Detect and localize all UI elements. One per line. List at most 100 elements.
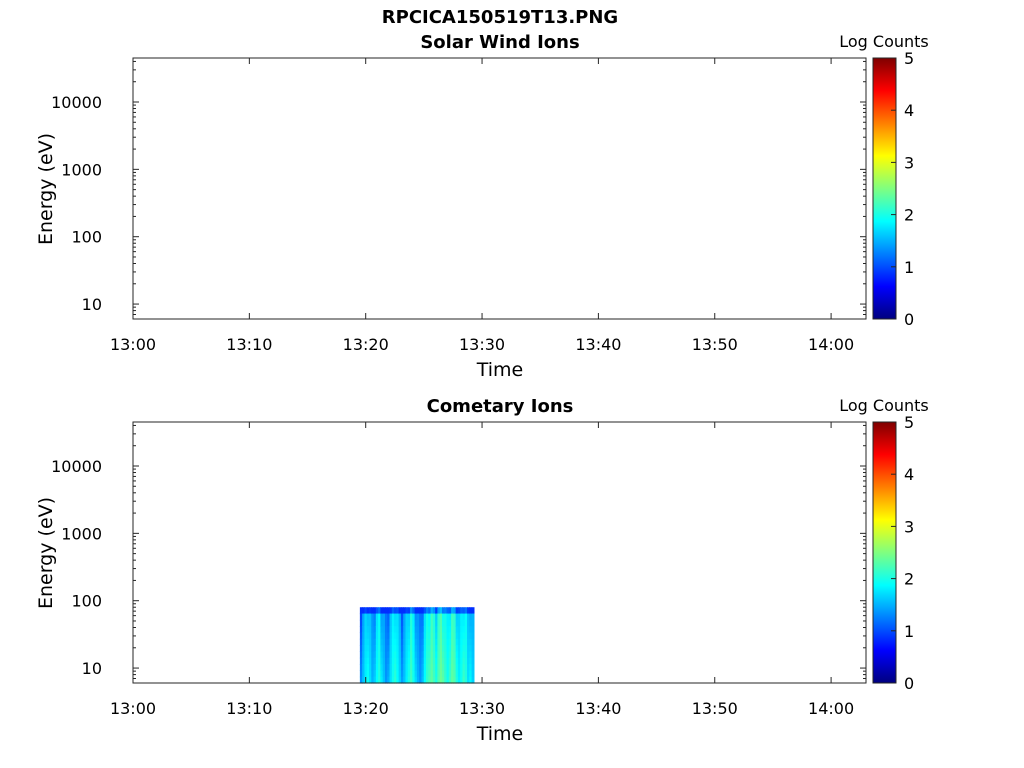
spectrogram-cell (453, 638, 457, 646)
spectrogram-cell (471, 632, 475, 640)
spectrogram-cell (398, 670, 402, 678)
spectrogram-cell (362, 632, 366, 640)
spectrogram-cell (414, 607, 418, 615)
spectrogram-cell (446, 607, 450, 615)
spectrogram-cell (375, 613, 379, 621)
spectrogram-cell (389, 651, 393, 659)
spectrogram-cell (380, 619, 384, 627)
spectrogram-cell (471, 676, 475, 684)
spectrogram-cell (394, 632, 397, 640)
y-tick-label: 100 (71, 592, 102, 611)
spectrogram-cell (448, 651, 452, 659)
spectrogram-cell (373, 657, 377, 665)
spectrogram-cell (460, 607, 464, 615)
colorbar-tick-label: 0 (904, 310, 914, 329)
spectrogram-cell (389, 619, 393, 627)
spectrogram-cell (407, 613, 411, 621)
spectrogram-cell (423, 670, 427, 678)
spectrogram-cell (387, 651, 391, 659)
spectrogram-cell (460, 657, 464, 665)
spectrogram-cell (398, 645, 402, 653)
spectrogram-cell (421, 619, 425, 627)
spectrogram-cell (405, 607, 409, 615)
spectrogram-cell (382, 619, 386, 627)
spectrogram-cell (464, 676, 468, 684)
spectrogram-cell (457, 676, 461, 684)
spectrogram-cell (430, 645, 434, 653)
spectrogram-cell (410, 657, 413, 665)
spectrogram-cell (414, 645, 418, 653)
spectrogram-cell (416, 638, 420, 646)
spectrogram-cell (391, 626, 395, 634)
spectrogram-cell (359, 613, 363, 621)
spectrogram-cell (373, 607, 377, 615)
spectrogram-cell (448, 676, 452, 684)
spectrogram-cell (419, 619, 423, 627)
spectrogram-cell (416, 670, 420, 678)
spectrogram-cell (467, 626, 470, 634)
spectrogram-cell (396, 626, 400, 634)
spectrogram-cell (412, 670, 416, 678)
spectrogram-cell (412, 664, 416, 671)
colorbar (872, 57, 897, 320)
spectrogram-cell (423, 657, 427, 665)
spectrogram-cell (460, 626, 464, 634)
spectrogram-cell (464, 626, 468, 634)
spectrogram-cell (400, 638, 404, 646)
spectrogram-cell (437, 657, 441, 665)
spectrogram-cell (460, 632, 464, 640)
spectrogram-cell (439, 645, 443, 653)
spectrogram-cell (439, 657, 443, 665)
spectrogram-cell (446, 626, 450, 634)
spectrogram-cell (455, 651, 459, 659)
spectrogram-cell (416, 626, 420, 634)
x-tick-label: 13:20 (343, 335, 389, 354)
spectrogram-cell (412, 651, 416, 659)
spectrogram-cell (373, 626, 377, 634)
spectrogram-cell (416, 676, 420, 684)
spectrogram-cell (403, 638, 407, 646)
spectrogram-cell (378, 664, 381, 671)
spectrogram-cell (428, 670, 432, 678)
spectrogram-cell (455, 632, 459, 640)
spectrogram-cell (378, 619, 381, 627)
spectrogram-cell (467, 651, 470, 659)
spectrogram-cell (412, 645, 416, 653)
spectrogram-cell (451, 664, 454, 671)
spectrogram-cell (419, 645, 423, 653)
spectrogram-cell (467, 657, 470, 665)
spectrogram-cell (371, 651, 375, 659)
spectrogram-cell (359, 664, 363, 671)
colorbar-tick-label: 3 (904, 517, 914, 536)
spectrogram-cell (457, 638, 461, 646)
spectrogram-cell (364, 613, 368, 621)
spectrogram-cell (375, 670, 379, 678)
spectrogram-cell (407, 638, 411, 646)
spectrogram-cell (428, 664, 432, 671)
spectrogram-cell (410, 664, 413, 671)
spectrogram-cell (400, 607, 404, 615)
spectrogram-cell (439, 619, 443, 627)
spectrogram-cell (451, 670, 454, 678)
spectrogram-cell (441, 626, 445, 634)
spectrogram-cell (400, 651, 404, 659)
spectrogram-cell (421, 607, 425, 615)
spectrogram-cell (451, 613, 454, 621)
spectrogram-cell (441, 638, 445, 646)
spectrogram-cell (410, 626, 413, 634)
spectrogram-cell (369, 657, 372, 665)
spectrogram-cell (410, 619, 413, 627)
spectrogram-cell (405, 613, 409, 621)
colorbar-tick-label: 5 (904, 413, 914, 432)
spectrogram-cell (421, 670, 425, 678)
spectrogram-cell (403, 613, 407, 621)
spectrogram-cell (387, 613, 391, 621)
spectrogram-cell (405, 670, 409, 678)
spectrogram-cell (412, 607, 416, 615)
spectrogram-cell (398, 613, 402, 621)
spectrogram-cell (384, 607, 388, 615)
spectrogram-cell (366, 657, 370, 665)
spectrogram-cell (407, 670, 411, 678)
spectrogram-cell (407, 632, 411, 640)
y-tick-label: 10000 (51, 457, 102, 476)
